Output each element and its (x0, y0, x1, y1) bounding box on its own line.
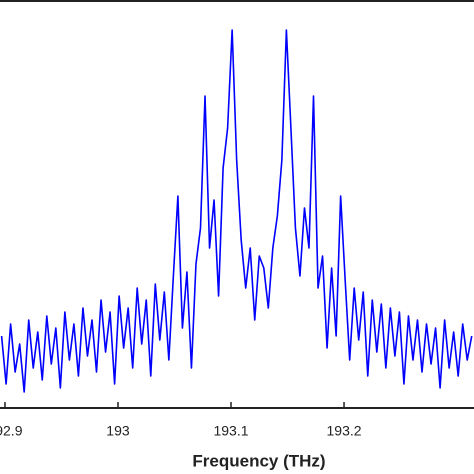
x-tick-label: 193.2 (327, 423, 362, 439)
x-axis-title: Frequency (THz) (192, 451, 325, 470)
x-tick-label: 192.9 (0, 423, 23, 439)
x-tick-label: 193 (106, 423, 130, 439)
spectrum-line (0, 29, 473, 393)
x-tick-label: 193.1 (213, 423, 248, 439)
